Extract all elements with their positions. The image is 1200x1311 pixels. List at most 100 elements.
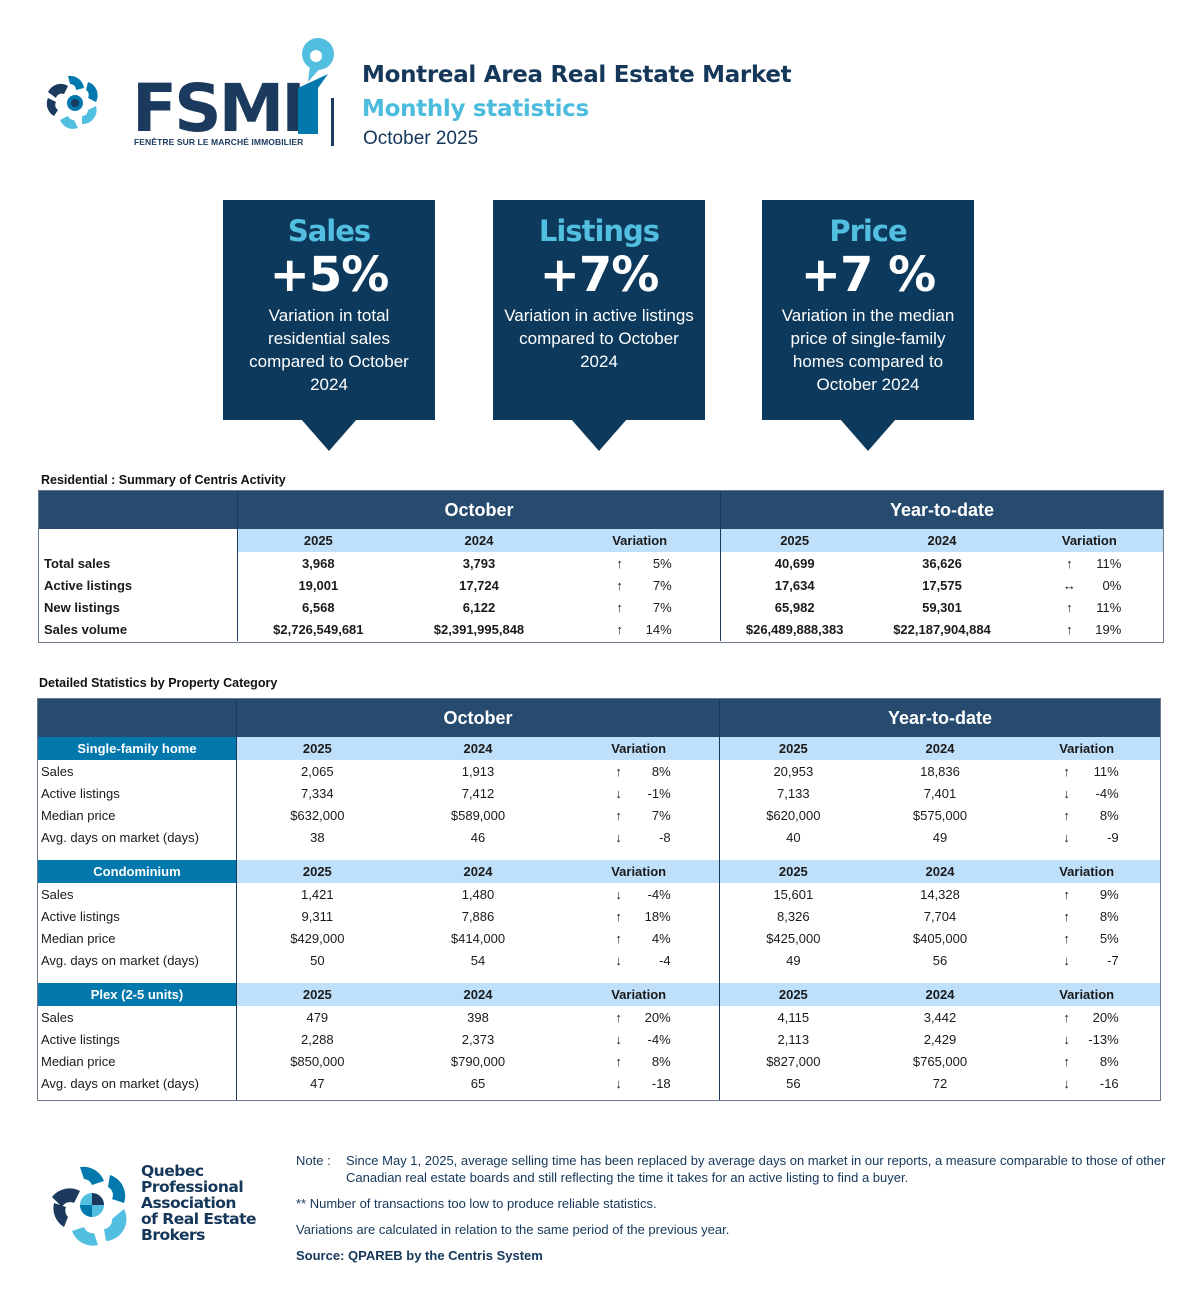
- variation-cell: ↑ 7%: [558, 808, 719, 823]
- variation-cell: ↑ 8%: [1013, 808, 1160, 823]
- column-header: 2024: [463, 741, 493, 756]
- value-cell: 479: [306, 1009, 329, 1025]
- org-name-line: Professional: [141, 1178, 244, 1196]
- value-row: 49 56 ↓ -7: [720, 949, 1160, 971]
- value-row: 1,421 1,480 ↓ -4%: [237, 883, 719, 905]
- column-header: Variation: [1061, 533, 1117, 548]
- row-label: Sales: [41, 763, 74, 779]
- trend-arrow-icon: ↑: [1063, 886, 1070, 902]
- variation-cell: ↓ -4%: [558, 887, 719, 902]
- value-row: $2,726,549,681 $2,391,995,848 ↑ 14%: [238, 618, 720, 640]
- variation-value: 19%: [1095, 621, 1122, 637]
- trend-arrow-icon: ↓: [615, 1031, 622, 1047]
- value-cell: $429,000: [290, 930, 345, 946]
- variation-cell: ↑ 8%: [1013, 1054, 1160, 1069]
- value-cell: 1,421: [301, 886, 334, 902]
- column-subheader: 2025 2024 Variation: [237, 737, 719, 760]
- note-text: Since May 1, 2025, average selling time …: [346, 1153, 1166, 1185]
- value-cell: 17,634: [774, 577, 815, 593]
- period-header-october: October: [237, 699, 720, 737]
- value-cell: $405,000: [912, 930, 968, 946]
- variation-value: 20%: [644, 1009, 671, 1025]
- value-cell: $2,726,549,681: [273, 621, 364, 637]
- value-cell: 7,704: [923, 908, 957, 924]
- value-cell: 7,401: [923, 785, 957, 801]
- page-title: Montreal Area Real Estate Market: [362, 62, 792, 88]
- value-cell: 59,301: [922, 599, 962, 615]
- row-labels: Plex (2-5 units) Sales Active listings Medi…: [38, 983, 237, 1100]
- value-cell: 6,122: [462, 599, 496, 615]
- variation-value: 5%: [1099, 930, 1119, 946]
- org-name-line: Brokers: [141, 1226, 205, 1244]
- fsmi-logo-subtitle: FENÊTRE SUR LE MARCHÉ IMMOBILIER: [134, 137, 304, 147]
- value-row: 50 54 ↓ -4: [237, 949, 719, 971]
- column-subheader: 2025 2024 Variation: [237, 860, 719, 883]
- variation-value: 8%: [1099, 1053, 1119, 1069]
- column-header: 2025: [302, 741, 332, 756]
- value-row: 4,115 3,442 ↑ 20%: [720, 1006, 1160, 1028]
- kpi-value: +7%: [539, 247, 660, 303]
- value-cell: 18,836: [920, 763, 960, 779]
- trend-arrow-icon: ↓: [1063, 1075, 1070, 1091]
- summary-body: Total sales Active listings New listings Sa…: [39, 529, 1163, 641]
- value-cell: 3,442: [923, 1009, 957, 1025]
- summary-section-label: Residential : Summary of Centris Activit…: [41, 473, 286, 487]
- kpi-card-price: Price +7 % Variation in the median price…: [762, 200, 974, 420]
- row-label: New listings: [44, 599, 120, 615]
- variation-value: 11%: [1096, 555, 1122, 571]
- kpi-title: Sales: [287, 214, 371, 248]
- variation-value: 11%: [1093, 763, 1119, 779]
- row-label: Median price: [41, 930, 116, 946]
- value-cell: 49: [786, 952, 801, 968]
- column-header: 2025: [778, 741, 808, 756]
- row-label: Sales volume: [44, 621, 128, 637]
- trend-arrow-icon: ↑: [615, 930, 622, 946]
- trend-arrow-icon: ↑: [1063, 908, 1070, 924]
- qpareb-org-name: Quebec Professional Association of Real …: [141, 1163, 257, 1244]
- value-cell: 19,001: [298, 577, 339, 593]
- value-cell: 72: [932, 1075, 948, 1091]
- value-cell: 65,982: [774, 599, 815, 615]
- value-cell: 2,065: [301, 763, 334, 779]
- org-name-line: of Real Estate: [141, 1210, 257, 1228]
- detailed-body: Single-family home Sales Active listings Me…: [38, 737, 1160, 1100]
- value-row: 7,334 7,412 ↓ -1%: [237, 782, 719, 804]
- row-label: Median price: [41, 807, 116, 823]
- value-cell: 2,429: [923, 1031, 957, 1047]
- column-subheader: 2025 2024 Variation: [720, 737, 1160, 760]
- kpi-value: +5%: [269, 247, 390, 303]
- value-cell: 40: [786, 829, 801, 845]
- spacer: [39, 529, 237, 552]
- variation-value: 11%: [1096, 599, 1122, 615]
- trend-arrow-icon: ↓: [615, 829, 622, 845]
- column-subheader: 2025 2024 Variation: [720, 983, 1160, 1006]
- row-label: Active listings: [44, 577, 133, 593]
- column-header: 2024: [925, 741, 955, 756]
- ytd-values: 2025 2024 Variation 15,601 14,328 ↑ 9% 8,326 7,7…: [720, 860, 1160, 983]
- value-row: 20,953 18,836 ↑ 11%: [720, 760, 1160, 782]
- variation-cell: ↑ 11%: [1016, 600, 1163, 615]
- value-cell: 17,575: [922, 577, 962, 593]
- qpareb-logo-icon: [52, 1166, 127, 1246]
- row-label: Active listings: [41, 908, 120, 924]
- value-cell: 3,793: [462, 555, 496, 571]
- ytd-values: 2025 2024 Variation 40,699 36,626 ↑ 11% 17,634 1…: [721, 529, 1163, 641]
- value-cell: 7,334: [301, 785, 334, 801]
- note-tag: Note :: [296, 1153, 331, 1168]
- value-cell: $790,000: [450, 1053, 506, 1069]
- column-header: Variation: [1059, 741, 1115, 756]
- variation-value: -16: [1099, 1075, 1119, 1091]
- variation-cell: ↑ 5%: [559, 556, 720, 571]
- variation-cell: ↓ -18: [558, 1076, 719, 1091]
- kpi-description: Variation in the median price of single-…: [781, 306, 955, 395]
- value-cell: $414,000: [450, 930, 506, 946]
- trend-arrow-icon: ↓: [1063, 1031, 1070, 1047]
- variation-value: 8%: [651, 1053, 671, 1069]
- variation-value: 7%: [652, 599, 672, 615]
- variation-value: 9%: [1099, 886, 1119, 902]
- value-row: 40 49 ↓ -9: [720, 826, 1160, 848]
- row-label: Avg. days on market (days): [41, 1075, 199, 1091]
- value-row: 38 46 ↓ -8: [237, 826, 719, 848]
- value-row: 65,982 59,301 ↑ 11%: [721, 596, 1163, 618]
- variation-value: 8%: [651, 763, 671, 779]
